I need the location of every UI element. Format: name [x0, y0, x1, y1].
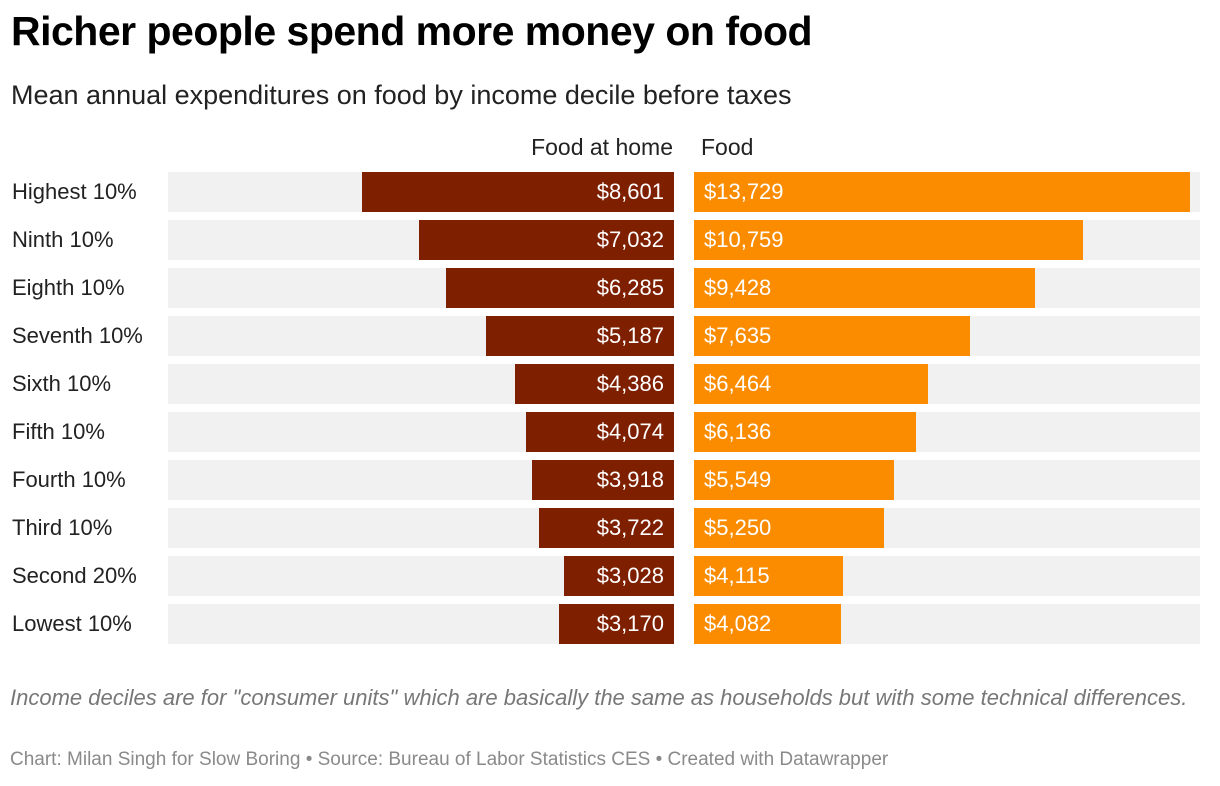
row-label: Lowest 10%: [12, 611, 132, 636]
bar-food: [694, 604, 842, 644]
row-label: Seventh 10%: [12, 323, 143, 348]
chart-note: Income deciles are for "consumer units" …: [10, 685, 1188, 710]
chart-subtitle: Mean annual expenditures on food by inco…: [11, 80, 792, 110]
bar-food-at-home: [538, 508, 674, 548]
chart-title: Richer people spend more money on food: [11, 8, 813, 54]
bar-food: [694, 364, 928, 404]
value-label-food-at-home: $6,285: [596, 275, 664, 300]
column-header-food: Food: [701, 134, 754, 160]
row-label: Fourth 10%: [12, 467, 126, 492]
row-label: Second 20%: [12, 563, 137, 588]
bar-food: [694, 220, 1083, 260]
value-label-food-at-home: $7,032: [596, 227, 664, 252]
column-header-food-at-home: Food at home: [531, 134, 673, 160]
bar-food: [694, 556, 843, 596]
bar-food-at-home: [514, 364, 674, 404]
value-label-food: $5,250: [704, 515, 772, 540]
value-label-food: $4,115: [704, 563, 770, 588]
value-label-food-at-home: $5,187: [596, 323, 664, 348]
bar-food: [694, 508, 884, 548]
bar-food-at-home: [485, 316, 674, 356]
row-label: Fifth 10%: [12, 419, 105, 444]
value-label-food-at-home: $3,028: [596, 563, 664, 588]
value-label-food: $7,635: [704, 323, 772, 348]
value-label-food: $4,082: [704, 611, 772, 636]
bar-food-at-home: [564, 556, 674, 596]
bar-food-at-home: [559, 604, 674, 644]
value-label-food-at-home: $4,386: [596, 371, 664, 396]
row-label: Eighth 10%: [12, 275, 125, 300]
bar-food-at-home: [526, 412, 674, 452]
row-label: Highest 10%: [12, 179, 137, 204]
bar-food-at-home: [362, 172, 674, 212]
value-label-food: $13,729: [704, 179, 784, 204]
value-label-food: $5,549: [704, 467, 772, 492]
chart-credit: Chart: Milan Singh for Slow Boring • Sou…: [10, 749, 889, 770]
row-label: Third 10%: [12, 515, 113, 540]
bar-food-at-home: [531, 460, 674, 500]
value-label-food: $6,136: [704, 419, 772, 444]
bar-food: [694, 268, 1035, 308]
value-label-food-at-home: $3,170: [596, 611, 664, 636]
value-label-food: $9,428: [704, 275, 772, 300]
row-label: Ninth 10%: [12, 227, 114, 252]
value-label-food-at-home: $3,918: [596, 467, 664, 492]
value-label-food-at-home: $4,074: [596, 419, 664, 444]
bar-food: [694, 412, 916, 452]
bar-food-at-home: [446, 268, 674, 308]
bar-food: [694, 460, 895, 500]
value-label-food-at-home: $3,722: [596, 515, 664, 540]
value-label-food-at-home: $8,601: [596, 179, 664, 204]
bar-food: [694, 316, 970, 356]
bar-food: [694, 172, 1190, 212]
value-label-food: $10,759: [704, 227, 784, 252]
bar-food-at-home: [418, 220, 674, 260]
row-label: Sixth 10%: [12, 371, 112, 396]
value-label-food: $6,464: [704, 371, 772, 396]
